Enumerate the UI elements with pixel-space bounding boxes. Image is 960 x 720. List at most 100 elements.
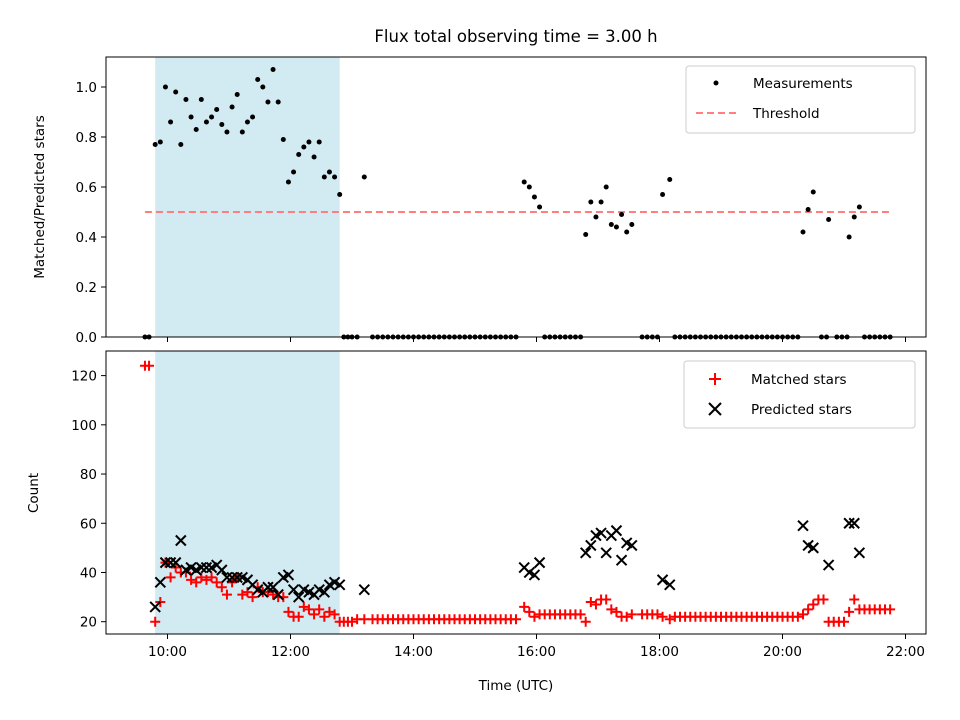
xtick-label: 22:00 [886,644,925,660]
top-ytick-label: 0.8 [76,130,97,146]
measurement-point [810,189,816,195]
matched-star-point [849,594,860,605]
bottom-legend-box [683,360,916,429]
predicted-star-point [164,556,177,569]
top-ytick-label: 1.0 [76,80,97,96]
matched-star-point [818,594,829,605]
measurement-point [660,192,666,197]
measurement-point [624,229,630,235]
top-axes-frame [105,56,927,338]
measurement-point [239,129,245,135]
measurement-point [608,222,614,227]
predicted-star-point [221,571,233,584]
matched-star-point [529,611,540,622]
predicted-star-point [195,561,208,574]
measurement-point [234,92,240,97]
measurement-point [851,214,857,220]
predicted-star-point [216,564,228,576]
measurement-point [800,229,806,235]
measurement-point [588,199,594,205]
top-observing-span [155,57,340,337]
bottom-y-axis-label: Count [26,473,42,513]
matched-star-point [575,609,586,620]
measurement-point [162,84,168,90]
predicted-star-point [231,571,243,584]
predicted-star-point [528,569,541,581]
bottom-axes-frame [105,350,927,635]
predicted-star-point [175,534,187,547]
matched-star-point [170,562,181,573]
measurement-point [173,89,179,95]
measurement-point [188,114,194,120]
bottom-legend: Matched stars Predicted stars [683,360,916,429]
predicted-star-point [333,579,346,591]
measurement-point [537,204,543,210]
bottom-ytick-label: 20 [80,615,97,631]
xtick-label: 18:00 [640,644,679,660]
predicted-star-point [853,547,866,559]
matched-star-point [803,604,814,615]
measurement-point [255,77,261,82]
matched-star-point [211,577,222,588]
matched-star-point [621,611,632,622]
measurement-point [280,137,286,142]
matched-star-point [237,589,248,600]
predicted-star-point [664,579,676,591]
matched-star-point [580,616,591,627]
matched-star-point [227,577,238,588]
measurement-point [531,194,537,200]
measurement-point [526,184,532,190]
measurement-point [265,99,271,105]
measurement-point [619,212,625,217]
predicted-star-point [200,561,213,574]
predicted-star-point [807,542,819,554]
measurement-point [593,214,599,220]
matched-star-point [314,604,325,615]
xtick-label: 16:00 [517,644,556,660]
matched-star-point [319,611,330,622]
legend-measurements-label: Measurements [753,76,853,92]
matched-star-point [590,599,601,610]
predicted-star-point [159,556,172,569]
predicted-star-point [843,517,855,529]
matched-star-point [216,582,227,593]
predicted-star-point [272,588,284,601]
xtick-label: 20:00 [763,644,802,660]
predicted-star-point [656,574,669,586]
matched-star-point [601,594,612,605]
matched-star-point [303,604,314,615]
matched-star-point [792,611,803,622]
measurement-point [311,154,317,160]
measurement-point [598,199,604,205]
measurement-point [224,129,230,135]
top-y-axis-label: Matched/Predicted stars [32,115,48,278]
measurement-point [270,67,276,72]
matched-star-point [186,574,197,585]
top-panel: 0.0 0.2 0.4 0.6 0.8 1.0 Matched/Predicted sta… [32,56,927,346]
measurement-point [229,104,235,110]
measurement-point [285,179,291,185]
matched-star-point [844,606,855,617]
predicted-star-point [797,520,809,532]
matched-star-point [155,597,166,608]
measurement-point [198,97,204,102]
matched-star-point [293,611,304,622]
top-legend: Measurements Threshold [685,65,916,134]
matched-star-point [329,609,340,620]
matched-star-point [191,577,202,588]
matched-star-point [144,360,155,371]
matched-star-point [885,604,896,615]
x-axis-label: Time (UTC) [478,678,554,694]
measurement-point [856,204,862,210]
predicted-star-point [533,556,546,569]
matched-star-point [324,606,335,617]
matched-star-point [150,616,161,627]
measurement-point [306,139,312,145]
top-ytick-label: 0.2 [76,280,97,296]
bottom-ytick-label: 80 [80,467,97,483]
measurement-point [826,217,832,222]
predicted-star-point [610,524,623,537]
legend-predicted-label: Predicted stars [751,402,852,418]
measurement-point [157,139,163,145]
predicted-star-point [169,556,182,569]
